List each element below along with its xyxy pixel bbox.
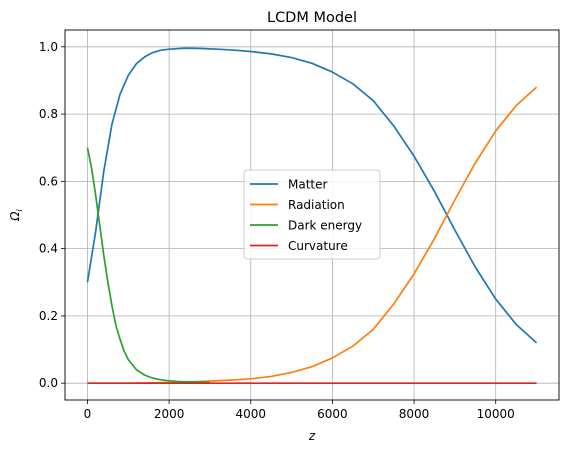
x-tick-label: 10000 (477, 407, 515, 421)
legend-entry-label: Matter (288, 178, 328, 192)
x-axis-label: z (308, 429, 316, 443)
series-line-matter (86, 47, 538, 344)
legend-entry-label: Dark energy (288, 219, 362, 233)
y-tick-label: 0.2 (39, 309, 58, 323)
y-axis-label: Ωi (8, 209, 24, 222)
legend-entry-label: Curvature (288, 239, 348, 253)
series-lines (86, 47, 538, 385)
x-tick-label: 6000 (317, 407, 348, 421)
y-tick-label: 0.0 (39, 376, 58, 390)
chart-title: LCDM Model (267, 10, 357, 26)
y-tick-label: 0.8 (39, 107, 58, 121)
y-axis-label-subscript: i (15, 209, 24, 212)
legend: Matter Radiation Dark energy Curvature (243, 169, 381, 260)
x-tick-label: 4000 (235, 407, 266, 421)
legend-entry-label: Radiation (288, 198, 345, 212)
legend-box (243, 169, 381, 260)
series-line-dark-energy (86, 147, 210, 384)
plot-frame (64, 29, 560, 401)
x-tick-label: 8000 (399, 407, 430, 421)
y-tick-label: 0.6 (39, 174, 58, 188)
x-tick-label: 2000 (154, 407, 185, 421)
y-tick-label: 0.4 (39, 242, 58, 256)
x-tick-label: 0 (84, 407, 92, 421)
y-axis-label-main: Ω (8, 211, 22, 222)
axis-ticks: 0 2000 4000 6000 8000 10000 0.0 0.2 0.4 0.6 0.8 1.0 (39, 40, 515, 421)
y-tick-label: 1.0 (39, 40, 58, 54)
